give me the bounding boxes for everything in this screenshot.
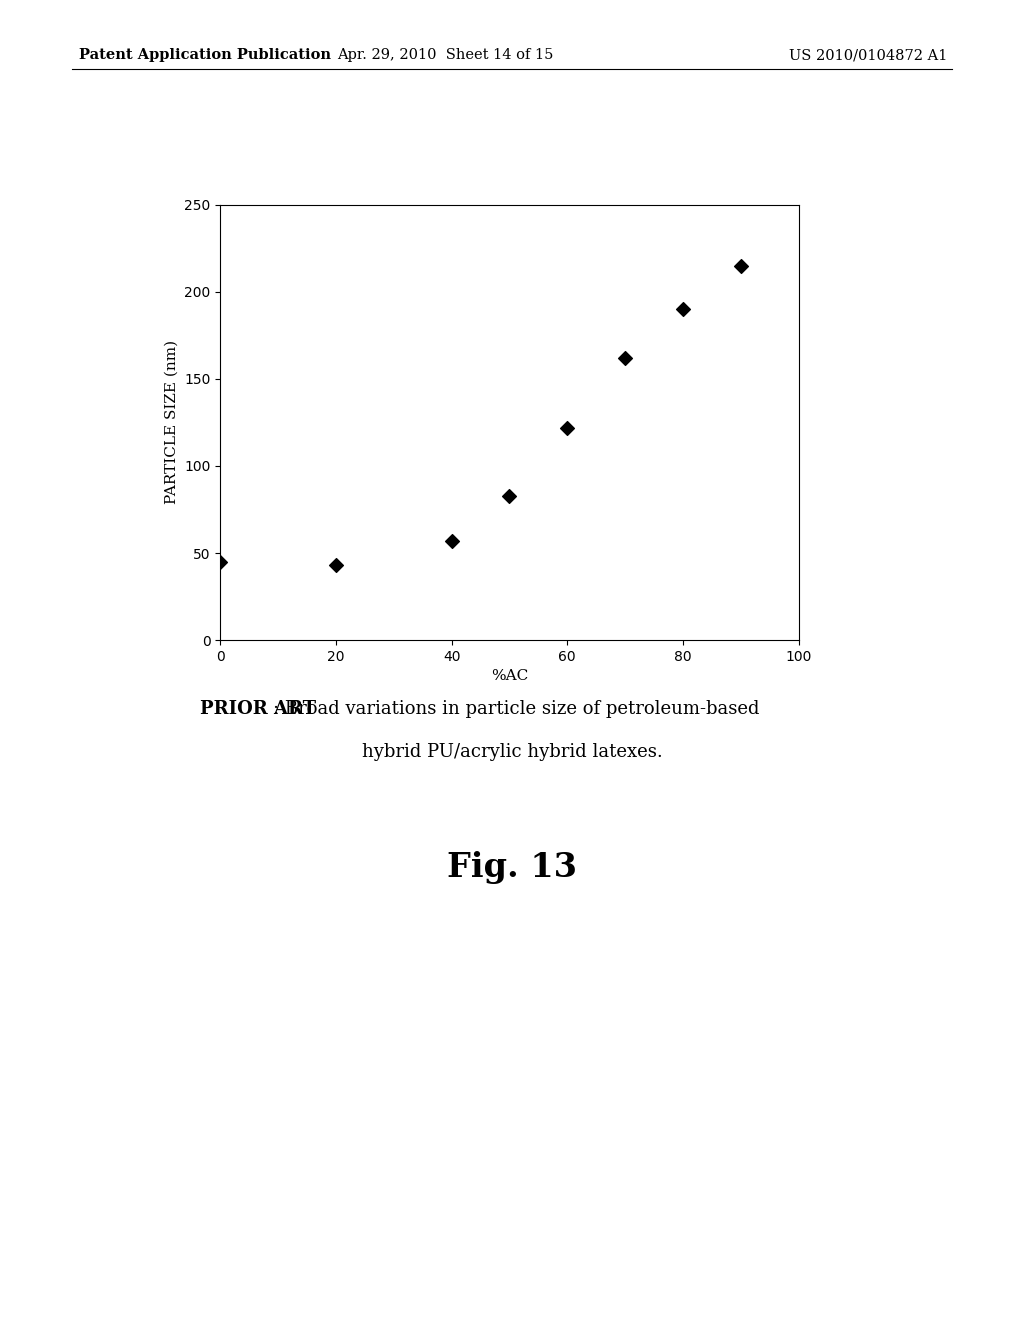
Text: Apr. 29, 2010  Sheet 14 of 15: Apr. 29, 2010 Sheet 14 of 15 xyxy=(337,49,554,62)
Point xyxy=(675,298,691,319)
Text: Patent Application Publication: Patent Application Publication xyxy=(79,49,331,62)
Point xyxy=(732,255,749,276)
Point xyxy=(501,484,517,506)
Point xyxy=(559,417,575,438)
X-axis label: %AC: %AC xyxy=(490,669,528,684)
Point xyxy=(443,531,460,552)
Text: Fig. 13: Fig. 13 xyxy=(447,851,577,884)
Text: US 2010/0104872 A1: US 2010/0104872 A1 xyxy=(788,49,947,62)
Text: hybrid PU/acrylic hybrid latexes.: hybrid PU/acrylic hybrid latexes. xyxy=(361,743,663,762)
Text: : Broad variations in particle size of petroleum-based: : Broad variations in particle size of p… xyxy=(273,700,760,718)
Point xyxy=(616,347,633,368)
Text: PRIOR ART: PRIOR ART xyxy=(200,700,315,718)
Point xyxy=(212,552,228,573)
Y-axis label: PARTICLE SIZE (nm): PARTICLE SIZE (nm) xyxy=(165,341,178,504)
Point xyxy=(328,554,344,576)
